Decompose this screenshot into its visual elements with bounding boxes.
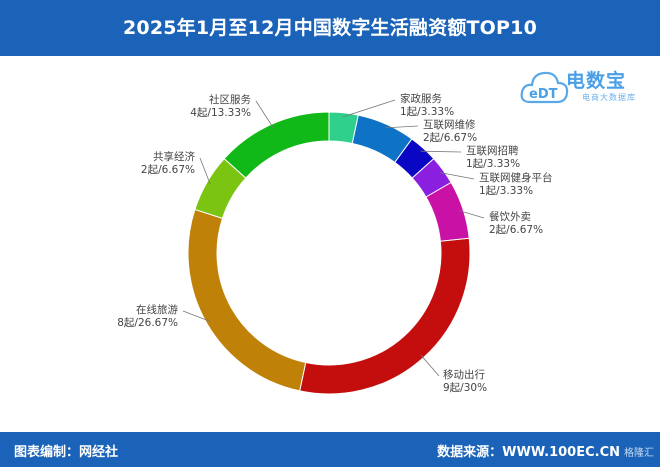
slice-value-label: 2起/6.67% [141, 164, 195, 176]
slice-value-label: 1起/3.33% [479, 185, 533, 197]
slice-value-label: 2起/6.67% [489, 224, 543, 236]
slice-9 [223, 111, 330, 179]
leader-line-2 [384, 125, 419, 129]
slice-name-label: 餐饮外卖 [489, 210, 531, 223]
slice-value-label: 2起/6.67% [423, 132, 477, 144]
slice-value-label: 1起/3.33% [400, 106, 454, 118]
logo-name: 电数宝 [566, 70, 627, 92]
logo-icon-text: eDT [529, 87, 558, 102]
chart-slices [187, 111, 471, 395]
slice-value-label: 1起/3.33% [466, 158, 520, 170]
slice-name-label: 在线旅游 [136, 303, 178, 316]
corner-watermark: 格隆汇 [624, 448, 654, 459]
leader-line-4 [439, 172, 475, 180]
page-title: 2025年1月至12月中国数字生活融资额TOP10 [122, 17, 538, 39]
slice-7 [187, 208, 307, 392]
leader-line-1 [343, 99, 396, 118]
leader-line-8 [199, 157, 211, 185]
slice-name-label: 家政服务 [400, 92, 442, 105]
slice-value-label: 9起/30% [443, 382, 487, 394]
slice-name-label: 共享经济 [153, 150, 195, 163]
footer-source: 数据来源：WWW.100EC.CN [437, 445, 620, 460]
leader-line-6 [420, 354, 440, 377]
leader-line-7 [182, 310, 211, 322]
header-bar: 2025年1月至12月中国数字生活融资额TOP10 [0, 0, 660, 56]
slice-name-label: 移动出行 [443, 368, 485, 381]
footer-bar: 图表编制：网经社 数据来源：WWW.100EC.CN [0, 432, 660, 467]
footer-credit: 图表编制：网经社 [14, 445, 119, 460]
slice-value-label: 4起/13.33% [190, 107, 251, 119]
slice-name-label: 互联网招聘 [466, 144, 519, 157]
slice-name-label: 互联网健身平台 [479, 171, 553, 184]
leader-line-3 [420, 150, 462, 153]
slice-name-label: 互联网维修 [423, 118, 476, 131]
leader-line-9 [255, 100, 274, 129]
leader-line-5 [459, 210, 485, 219]
cloud-logo-icon: eDT [520, 71, 569, 104]
logo: eDT 电数宝 电商大数据库 [520, 62, 655, 112]
chart-labels: 家政服务1起/3.33%互联网维修2起/6.67%互联网招聘1起/3.33%互联… [117, 92, 552, 394]
logo-subtitle: 电商大数据库 [582, 93, 636, 102]
slice-value-label: 8起/26.67% [117, 317, 178, 329]
slice-name-label: 社区服务 [209, 93, 251, 106]
